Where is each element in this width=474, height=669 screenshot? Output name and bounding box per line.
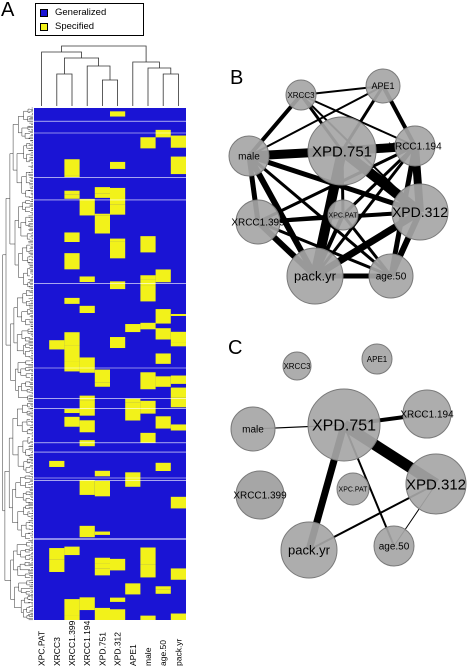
network-node: XRCC1.399 xyxy=(231,199,285,245)
node-label: XRCC1.194 xyxy=(388,142,442,153)
node-label: XRCC3 xyxy=(287,91,315,100)
legend-label-specified: Specified xyxy=(55,21,95,32)
node-label: XRCC3 xyxy=(283,362,311,371)
heatmap-legend: Generalized Specified xyxy=(35,3,144,36)
network-node-disc xyxy=(235,470,285,520)
node-label: age.50 xyxy=(376,272,407,283)
network-edge xyxy=(248,154,392,278)
network-node: male xyxy=(230,406,276,452)
network-node: male xyxy=(228,135,270,177)
legend-label-generalized: Generalized xyxy=(55,7,107,18)
network-nodes: XRCC3 APE1 male XPD.751 XRCC1.194 XPC.PAT XRCC… xyxy=(228,68,449,305)
node-label: pack.yr xyxy=(288,543,331,558)
column-label: XPC.PAT xyxy=(37,631,47,666)
network-node: age.50 xyxy=(373,525,415,567)
network-edge xyxy=(248,85,384,157)
panel-b-letter: B xyxy=(230,67,244,89)
node-label: XPD.751 xyxy=(312,418,376,435)
network-node: XPC.PAT xyxy=(336,472,370,506)
node-label: age.50 xyxy=(379,542,410,553)
column-label: XRCC3 xyxy=(52,637,62,666)
column-label: XRCC1.399 xyxy=(67,620,77,666)
node-label: XRCC1.399 xyxy=(231,218,285,229)
column-labels: XPC.PAT XRCC3 XRCC1.399 XRCC1.194 XPD.751 XPD… xyxy=(37,620,184,666)
node-label: XRCC1.194 xyxy=(400,410,454,421)
specified-swatch xyxy=(40,22,48,31)
network-node: age.50 xyxy=(368,253,414,299)
network-node: pack.yr xyxy=(286,247,344,305)
node-label: XPC.PAT xyxy=(329,212,359,219)
legend-item-generalized: Generalized xyxy=(40,6,106,19)
column-label: XRCC1.194 xyxy=(82,620,92,666)
network-node: XRCC1.399 xyxy=(233,491,287,502)
network-node: XPD.312 xyxy=(391,183,449,241)
network-node: XRCC3 xyxy=(282,351,312,381)
node-label: APE1 xyxy=(367,355,388,364)
column-label: pack.yr xyxy=(173,638,183,666)
column-dendrogram xyxy=(41,45,179,106)
network-node: XPD.312 xyxy=(405,453,467,515)
panel-a-letter: A xyxy=(1,0,15,21)
network-node: XRCC1.194 xyxy=(400,389,454,439)
network-nodes: XRCC3 APE1 male XPD.751 XRCC1.194 XPC.PAT XRCC… xyxy=(230,343,467,579)
network-node: APE1 xyxy=(365,68,401,104)
node-label: XPD.312 xyxy=(392,204,448,220)
network-node: XPD.751 xyxy=(307,388,381,462)
node-label: XPD.751 xyxy=(312,143,372,160)
network-node: XPC.PAT xyxy=(327,199,359,231)
node-label: male xyxy=(242,425,264,436)
column-label: APE1 xyxy=(128,644,138,666)
network-node: XRCC1.194 xyxy=(388,125,442,167)
node-label: APE1 xyxy=(371,81,394,91)
network-node: pack.yr xyxy=(280,521,338,579)
generalized-swatch xyxy=(40,8,48,17)
column-label: male xyxy=(143,647,153,666)
node-label: male xyxy=(238,152,260,163)
network-node: XRCC3 xyxy=(285,79,317,111)
column-label: XPD.751 xyxy=(97,632,107,666)
heatmap-cells xyxy=(34,108,186,620)
column-label: age.50 xyxy=(158,640,168,666)
node-label: XPC.PAT xyxy=(339,486,369,493)
network-edge xyxy=(257,220,392,278)
row-dendrogram xyxy=(2,107,33,621)
network-node: APE1 xyxy=(361,343,393,375)
node-label: XPD.312 xyxy=(406,476,466,493)
column-label: XPD.312 xyxy=(113,632,123,666)
node-label: XRCC1.399 xyxy=(233,491,287,502)
node-label: pack.yr xyxy=(294,269,337,284)
panel-c-letter: C xyxy=(228,337,243,359)
network-node: XPD.751 xyxy=(307,116,377,186)
legend-item-specified: Specified xyxy=(40,20,94,33)
